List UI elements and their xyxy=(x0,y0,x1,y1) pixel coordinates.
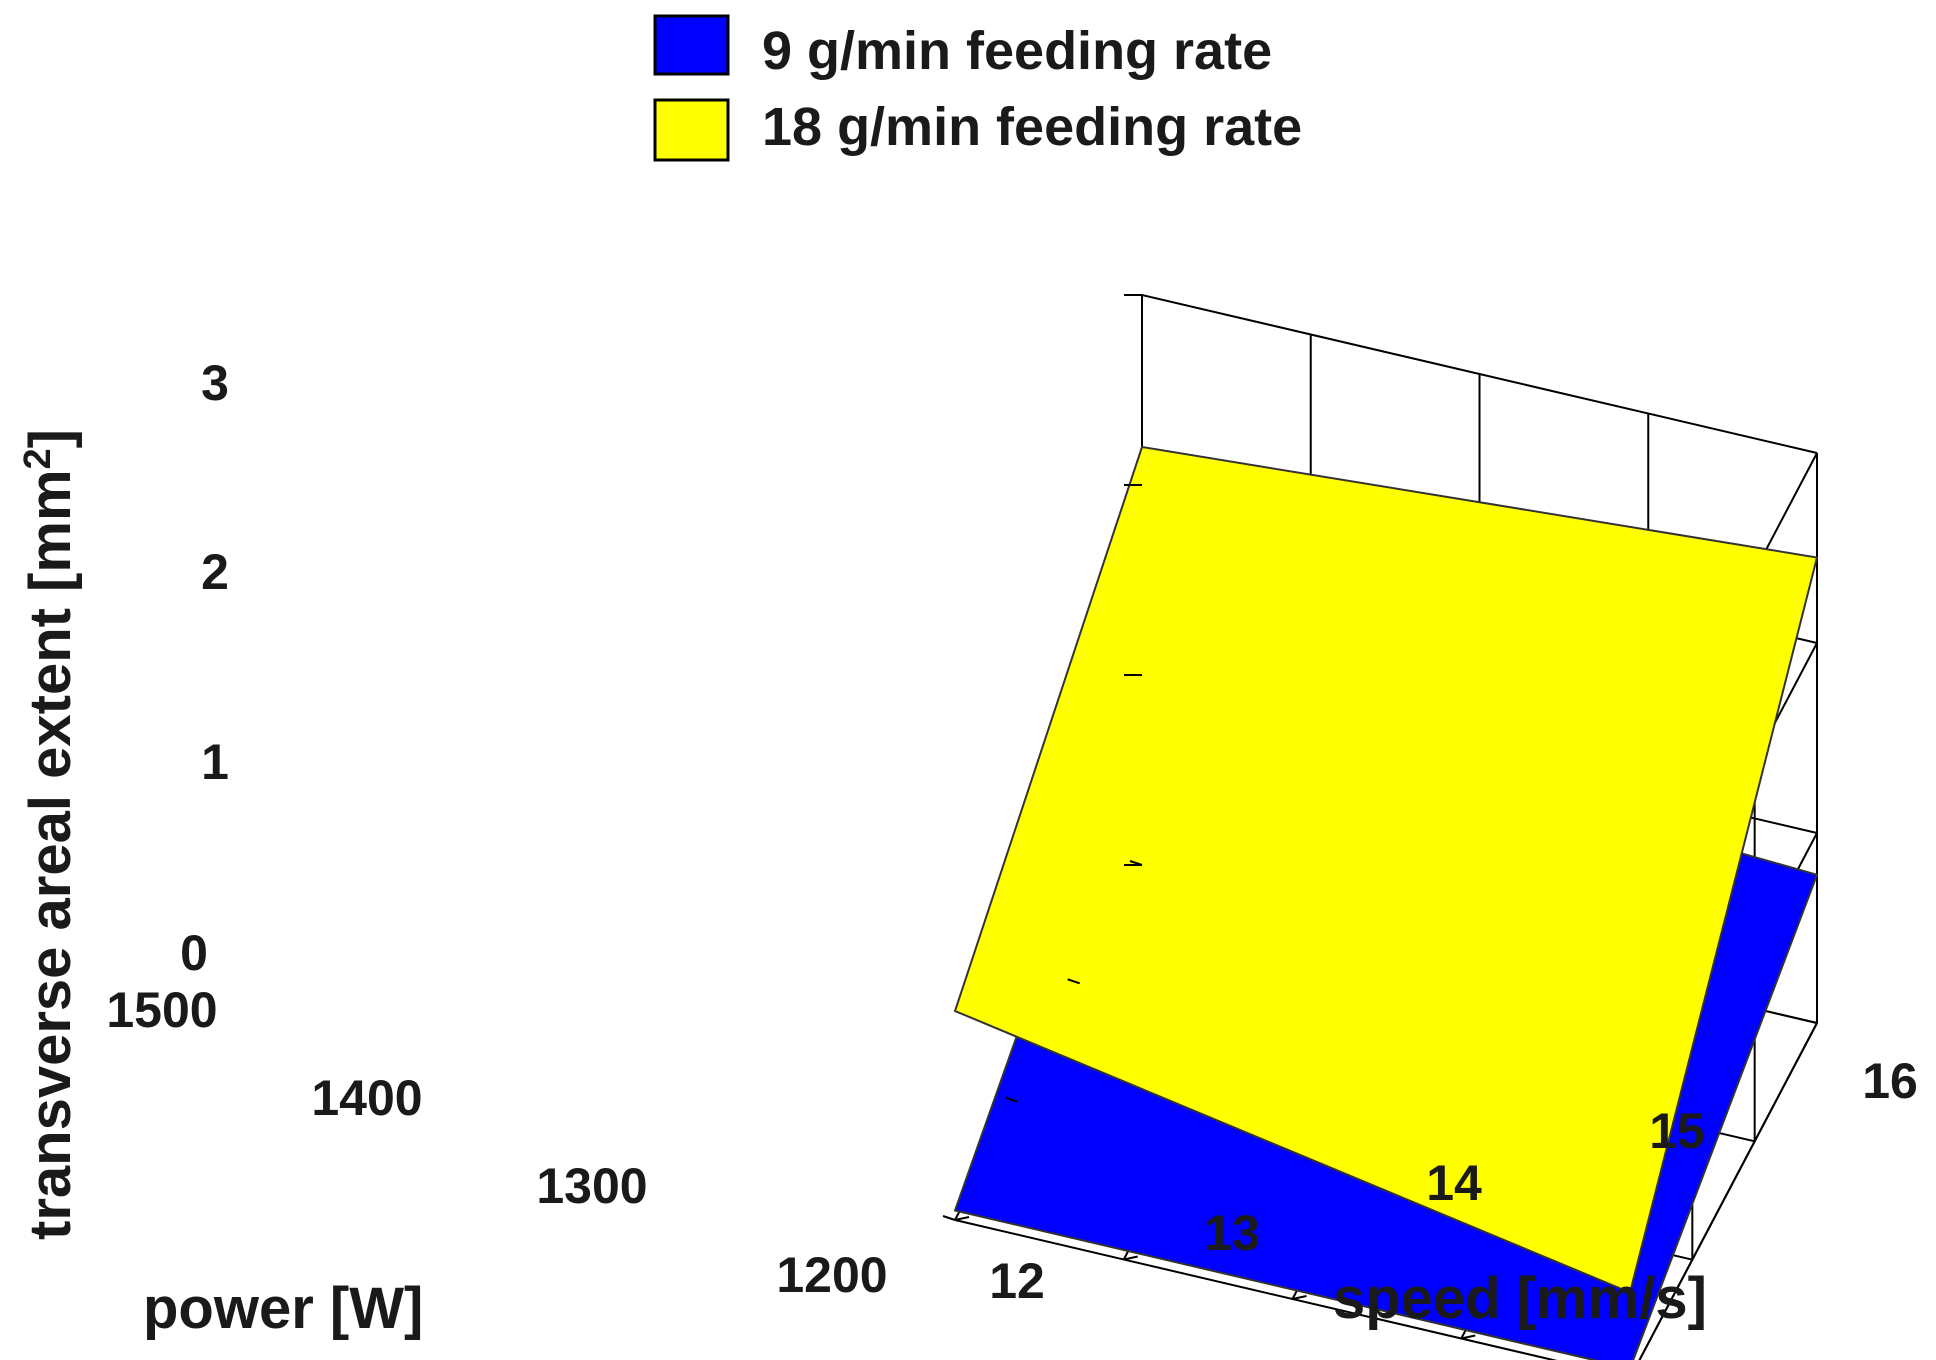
power-tickmark-1300 xyxy=(1005,1096,1018,1103)
power-tick-1200: 1200 xyxy=(776,1247,887,1303)
speed-tickmark-15 xyxy=(1461,1334,1476,1340)
z-axis-label-close: ] xyxy=(18,429,83,448)
speed-tick-labels: 12 13 14 15 16 xyxy=(989,1053,1918,1309)
power-tickmark-1500 xyxy=(1129,860,1143,866)
speed-axis-label: speed [mm/s] xyxy=(1333,1266,1707,1331)
speed-tickmark-12 xyxy=(954,1216,970,1221)
surfaces xyxy=(953,445,1819,1360)
speed-tickmark-13 xyxy=(1123,1255,1138,1261)
legend-swatch-9gmin xyxy=(653,14,730,76)
speed-tick-13: 13 xyxy=(1204,1205,1260,1261)
z-tick-labels: 0 1 2 3 xyxy=(180,355,229,981)
power-tick-1400: 1400 xyxy=(311,1070,422,1126)
legend-label-18gmin: 18 g/min feeding rate xyxy=(762,97,1302,157)
z-axis-label-sup: 2 xyxy=(17,448,59,469)
legend-swatch-18gmin xyxy=(653,98,730,162)
legend: 9 g/min feeding rate 18 g/min feeding ra… xyxy=(653,14,1302,162)
power-tickmark-1400 xyxy=(1067,978,1080,985)
back-wall-grid-z-3 xyxy=(1141,294,1818,454)
speed-tick-15: 15 xyxy=(1649,1103,1705,1159)
speed-tick-14: 14 xyxy=(1426,1155,1482,1211)
z-axis-label: transverse areal extent [mm2] xyxy=(17,429,83,1240)
z-axis-label-main: transverse areal extent [mm xyxy=(18,469,83,1240)
speed-tickmark-14 xyxy=(1292,1295,1307,1300)
surface-18gmin xyxy=(953,445,1819,1294)
z-tick-2: 2 xyxy=(201,544,229,600)
speed-tick-16: 16 xyxy=(1862,1053,1918,1109)
power-tickmark-1200 xyxy=(942,1215,956,1221)
z-tick-3: 3 xyxy=(201,355,229,411)
z-tick-0: 0 xyxy=(180,925,208,981)
power-tick-labels: 1500 1400 1300 1200 xyxy=(106,982,887,1303)
speed-tick-12: 12 xyxy=(989,1253,1045,1309)
power-tick-1300: 1300 xyxy=(536,1158,647,1214)
legend-label-9gmin: 9 g/min feeding rate xyxy=(762,21,1272,81)
right-wall-grid-z-0 xyxy=(1638,1022,1818,1360)
tick-marks xyxy=(942,294,1476,1340)
z-tick-1: 1 xyxy=(201,734,229,790)
power-axis-label: power [W] xyxy=(143,1276,423,1341)
power-tick-1500: 1500 xyxy=(106,982,217,1038)
